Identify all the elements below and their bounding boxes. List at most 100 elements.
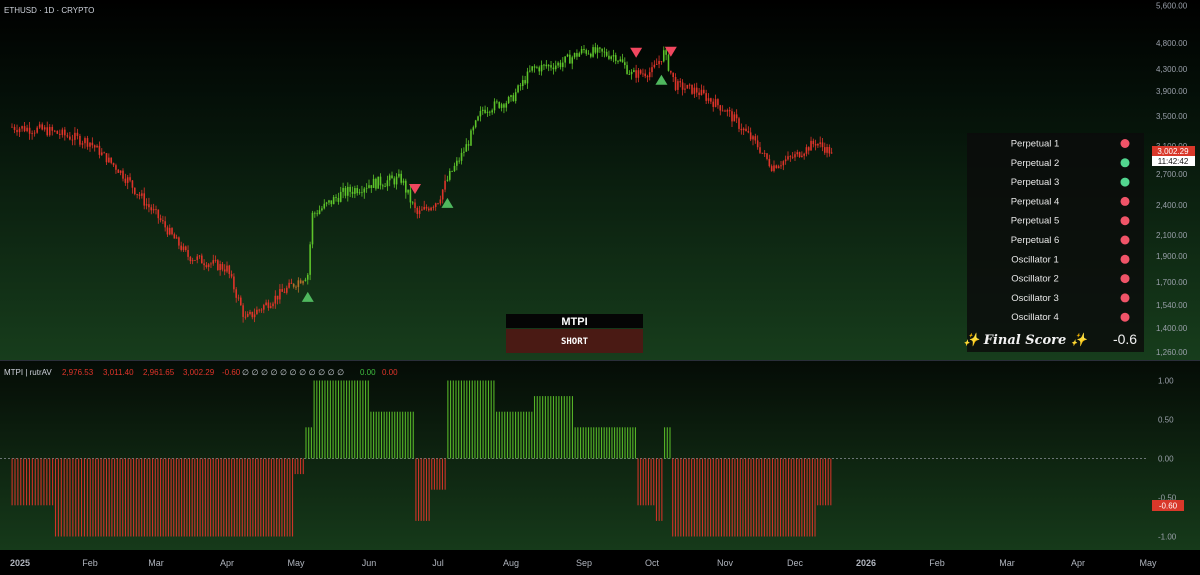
oscillator-axis[interactable]: 1.00 0.50 0.00 -0.50 -1.00 xyxy=(1158,377,1177,542)
candle-body xyxy=(610,56,612,59)
candle-body xyxy=(306,274,309,280)
symbol-header: ETHUSD · 1D · CRYPTO xyxy=(4,6,94,15)
indicator-row-label: Perpetual 3 xyxy=(1011,177,1060,188)
oscillator-bar xyxy=(329,380,331,459)
candle-body xyxy=(157,209,160,219)
oscillator-bar xyxy=(431,458,433,490)
oscillator-bar xyxy=(616,427,618,459)
oscillator-bar xyxy=(83,458,85,537)
oscillator-bar xyxy=(739,458,741,537)
oscillator-bar xyxy=(653,458,655,506)
oscillator-bar xyxy=(335,380,337,459)
oscillator-bar xyxy=(755,458,757,537)
time-tick-label: Feb xyxy=(929,558,945,568)
candle-body xyxy=(400,173,402,183)
candle-body xyxy=(756,140,759,148)
oscillator-bar xyxy=(425,458,428,521)
oscillator-bar xyxy=(223,458,225,537)
oscillator-bar xyxy=(318,380,321,459)
time-axis[interactable]: 2025 Feb Mar Apr May Jun Jul Aug Sep Oct Nov Dec 202… xyxy=(10,558,1157,568)
candle-body xyxy=(628,73,631,75)
candle-body xyxy=(388,175,391,181)
candle-body xyxy=(119,170,122,173)
oscillator-bar xyxy=(367,380,369,459)
candle-body xyxy=(550,65,552,68)
candle-body xyxy=(658,60,660,65)
candle-body xyxy=(105,153,108,163)
price-tick-label: 2,100.00 xyxy=(1156,231,1188,240)
candle-body xyxy=(314,212,316,214)
oscillator-bar xyxy=(321,380,323,459)
oscillator-bar xyxy=(63,458,65,537)
oscillator-bar xyxy=(154,458,156,537)
candle-body xyxy=(235,289,237,298)
candle-body xyxy=(335,197,337,198)
oscillator-bar xyxy=(119,458,121,537)
candle-body xyxy=(398,173,400,177)
candle-body xyxy=(23,126,26,132)
indicator-status-dot xyxy=(1120,254,1130,264)
candle-body xyxy=(667,54,670,71)
candle-body xyxy=(358,192,361,194)
oscillator-bar xyxy=(517,411,519,459)
candle-body xyxy=(474,120,477,128)
oscillator-bar xyxy=(542,396,544,459)
oscillator-bar xyxy=(252,458,254,537)
indicator-row-label: Perpetual 2 xyxy=(1011,158,1060,169)
candle-body xyxy=(418,210,421,214)
candle-body xyxy=(707,98,710,101)
candle-body xyxy=(361,192,363,194)
candle-body xyxy=(710,98,712,102)
oscillator-bar xyxy=(343,380,345,459)
candle-body xyxy=(18,128,21,133)
oscillator-bar xyxy=(433,458,435,490)
time-tick-label: Feb xyxy=(82,558,98,568)
candle-body xyxy=(276,295,279,300)
candle-body xyxy=(302,281,304,284)
oscillator-bar xyxy=(533,396,536,459)
oscillator-bar xyxy=(228,458,230,537)
oscillator-bar xyxy=(196,458,198,537)
oscillator-bar xyxy=(601,427,603,459)
candle-body xyxy=(566,54,569,57)
oscillator-bar xyxy=(595,427,597,459)
oscillator-bar xyxy=(124,458,127,537)
oscillator-bar xyxy=(362,380,364,459)
candle-body xyxy=(221,264,224,270)
candle-body xyxy=(283,291,286,293)
candle-body xyxy=(590,53,592,57)
oscillator-bar xyxy=(455,380,457,459)
oscillator-bar xyxy=(574,427,576,459)
candle-body xyxy=(721,110,724,112)
candle-body xyxy=(503,104,505,108)
indicator-row-label: Oscillator 2 xyxy=(1011,274,1059,285)
oscillator-bar xyxy=(463,380,465,459)
price-candles xyxy=(11,42,833,323)
oscillator-bar xyxy=(26,458,28,506)
oscillator-bar xyxy=(52,458,54,506)
candle-body xyxy=(171,228,173,235)
oscillator-bar xyxy=(212,458,214,537)
oscillator-bar xyxy=(777,458,779,537)
candle-body xyxy=(409,189,412,203)
oscillator-bar xyxy=(793,458,795,537)
oscillator-bar xyxy=(157,458,159,537)
candle-body xyxy=(126,177,129,183)
candle-body xyxy=(84,138,86,144)
candle-body xyxy=(491,110,493,113)
oscillator-bar xyxy=(127,458,129,537)
candle-body xyxy=(679,81,682,83)
oscillator-bar xyxy=(712,458,714,537)
price-tick-label: 3,900.00 xyxy=(1156,87,1188,96)
candle-body xyxy=(674,77,677,90)
candle-body xyxy=(821,142,824,148)
oscillator-bar xyxy=(771,458,774,537)
candle-body xyxy=(51,126,54,131)
candle-body xyxy=(554,65,557,70)
time-axis-bg xyxy=(0,550,1200,575)
oscillator-bar xyxy=(482,380,484,459)
indicator-row-label: Perpetual 4 xyxy=(1011,196,1060,207)
candle-body xyxy=(249,311,251,314)
candle-body xyxy=(164,221,166,228)
